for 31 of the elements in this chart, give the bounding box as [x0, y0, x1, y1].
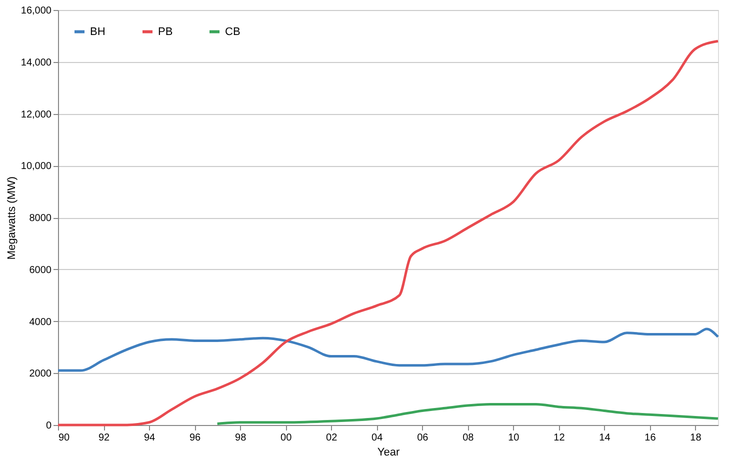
y-tick-label: 12,000: [20, 109, 52, 120]
legend-label: PB: [158, 26, 173, 38]
y-tick-label: 16,000: [20, 6, 52, 16]
x-tick-label: 00: [280, 432, 292, 444]
line-series: [216, 403, 720, 425]
legend-label: CB: [225, 26, 240, 38]
x-tick-label: 14: [599, 432, 611, 444]
line-series: [56, 328, 720, 372]
x-tick-label: 04: [372, 432, 384, 444]
x-tick-label: 90: [58, 432, 70, 444]
legend-label: BH: [90, 26, 106, 38]
y-tick-label: 2000: [29, 368, 52, 380]
x-axis-title: Year: [377, 446, 400, 458]
x-tick-label: 92: [98, 432, 110, 444]
x-tick-label: 02: [326, 432, 338, 444]
x-tick-label: 06: [417, 432, 429, 444]
x-tick-label: 98: [235, 432, 247, 444]
x-tick-label: 94: [144, 432, 156, 444]
x-tick-label: 10: [508, 432, 520, 444]
y-tick-label: 8000: [29, 213, 52, 224]
x-tick-label: 18: [690, 432, 702, 444]
y-tick-label: 14,000: [20, 57, 52, 68]
y-tick-label: 0: [46, 420, 52, 432]
y-tick-label: 6000: [29, 264, 52, 276]
x-tick-label: 12: [554, 432, 566, 444]
y-tick-label: 10,000: [20, 161, 52, 172]
x-tick-label: 16: [644, 432, 656, 444]
x-tick-label: 08: [462, 432, 474, 444]
y-axis-title: Megawatts (MW): [6, 176, 18, 260]
y-tick-label: 4000: [29, 316, 52, 328]
x-tick-label: 96: [189, 432, 202, 444]
